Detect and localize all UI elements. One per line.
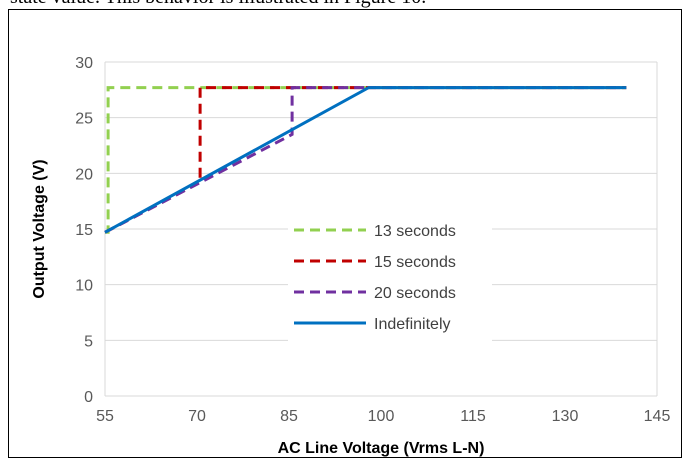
y-tick-label: 20: [75, 166, 93, 183]
legend-label-2: 20 seconds: [374, 285, 456, 302]
x-axis-title: AC Line Voltage (Vrms L-N): [278, 440, 485, 457]
series-lines: [104, 86, 627, 234]
y-tick-label: 30: [75, 55, 93, 72]
legend: 13 seconds 15 seconds 20 seconds Indefinite…: [288, 212, 492, 342]
gridlines: [104, 61, 658, 397]
x-tick-label: 100: [368, 408, 395, 425]
y-tick-label: 10: [75, 278, 93, 295]
series-line-0: [105, 86, 627, 234]
y-tick-label: 25: [75, 111, 93, 128]
x-tick-label: 115: [460, 408, 486, 425]
y-tick-label: 0: [84, 389, 93, 406]
x-tick-label: 85: [280, 408, 298, 425]
legend-label-0: 13 seconds: [374, 223, 456, 240]
legend-label-3: Indefinitely: [374, 316, 451, 333]
series-line-2: [104, 86, 627, 234]
legend-label-1: 15 seconds: [374, 254, 456, 271]
x-tick-label: 145: [644, 408, 671, 425]
series-line-3: [104, 86, 627, 234]
x-tick-label: 130: [552, 408, 579, 425]
legend-background: [288, 212, 492, 342]
x-tick-label: 55: [96, 408, 114, 425]
y-tick-label: 5: [84, 333, 93, 350]
y-axis-title: Output Voltage (V): [31, 159, 48, 298]
x-tick-labels: 55 70 85 100 115 130 145: [96, 408, 670, 425]
document-text: state value. This behavior is illustrate…: [10, 0, 426, 9]
x-tick-label: 70: [188, 408, 206, 425]
y-tick-labels: 0 5 10 15 20 25 30: [75, 55, 93, 406]
y-tick-label: 15: [75, 222, 93, 239]
series-line-1: [104, 86, 627, 234]
